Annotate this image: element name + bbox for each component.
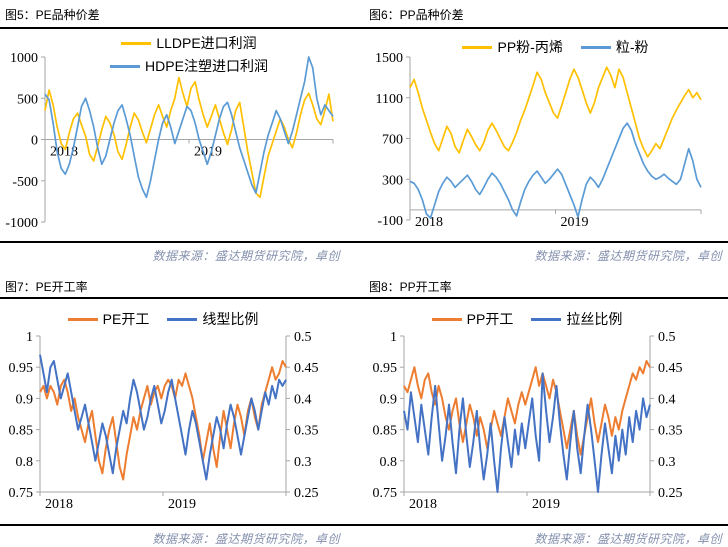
- data-source-caption: 数据来源：盛达期货研究院，卓创: [152, 532, 340, 546]
- series-line-拉丝比例: [403, 372, 651, 493]
- series-line-PP粉-丙烯: [409, 66, 702, 158]
- y-tick-label: 1500: [375, 51, 403, 66]
- series-line-线型比例: [39, 354, 287, 481]
- y-tick-label: 1: [26, 330, 33, 345]
- y-tick-label: 0.9: [16, 392, 34, 407]
- y-tick-label: 0.85: [9, 424, 34, 439]
- y-tick-label: 500: [17, 92, 38, 107]
- title-divider: [0, 27, 364, 29]
- y-tick-label: 1000: [10, 51, 38, 66]
- figure-pp-price-spread: 图6：PP品种价差 1500 1100 700 300 -100 2018 2019 PP粉-…: [364, 0, 728, 268]
- series-line-HDPE注塑进口利润: [44, 56, 334, 199]
- chart-divider: [364, 241, 728, 243]
- y-tick-label: 0: [31, 134, 38, 149]
- y-tick-label: 0.3: [294, 455, 312, 470]
- y-tick-label: 0.45: [658, 361, 683, 376]
- y-tick-label: 0.4: [294, 392, 312, 407]
- pe-price-spread-chart: 1000 500 0 -500 -1000 2018 2019 LLDPE进口利润 HDPE注塑…: [0, 29, 364, 241]
- y-tick-label: 700: [382, 133, 403, 148]
- pp-price-spread-chart: 1500 1100 700 300 -100 2018 2019 PP粉-丙烯 粒-粉: [364, 29, 728, 241]
- x-tick-label: 2019: [561, 215, 589, 230]
- y-tick-label: 0.5: [658, 330, 676, 345]
- y-tick-label: 0.95: [9, 361, 34, 376]
- y-tick-label: 0.5: [294, 330, 312, 345]
- y-tick-label: 0.25: [294, 486, 319, 501]
- figure-pe-price-spread: 图5：PE品种价差 1000 500 0 -500 -1000 2018 2019 LLDPE…: [0, 0, 364, 268]
- title-divider: [0, 297, 364, 299]
- y-tick-label: 0.8: [380, 455, 398, 470]
- y-tick-label: -1000: [5, 216, 38, 231]
- y-tick-label: 0.25: [658, 486, 683, 501]
- x-tick-label: 2019: [532, 497, 560, 512]
- series-line-LLDPE进口利润: [44, 76, 334, 199]
- chart-svg: 1500 1100 700 300 -100 2018 2019: [375, 51, 702, 230]
- chart-divider: [364, 524, 728, 526]
- y-tick-label: 0.8: [16, 455, 34, 470]
- y-tick-label: 0.4: [658, 392, 676, 407]
- title-divider: [364, 27, 728, 29]
- data-source-caption: 数据来源：盛达期货研究院，卓创: [152, 249, 340, 263]
- y-tick-label: 0.35: [294, 424, 319, 439]
- data-source-caption: 数据来源：盛达期货研究院，卓创: [534, 532, 722, 546]
- y-tick-label: 0.35: [658, 424, 683, 439]
- x-tick-label: 2018: [409, 497, 437, 512]
- pp-operating-rate-chart: 1 0.95 0.9 0.85 0.8 0.75 0.5 0.45 0.4 0.35 0.3 0.25…: [364, 299, 728, 524]
- y-tick-label: 0.75: [373, 486, 398, 501]
- y-tick-label: 0.9: [380, 392, 398, 407]
- y-tick-label: 0.45: [294, 361, 319, 376]
- y-tick-label: 1100: [376, 92, 403, 107]
- x-tick-label: 2018: [415, 215, 443, 230]
- y-tick-label: 0.85: [373, 424, 398, 439]
- title-divider: [364, 297, 728, 299]
- chart-divider: [0, 241, 364, 243]
- y-tick-label: 1: [390, 330, 397, 345]
- x-tick-label: 2019: [194, 145, 222, 160]
- chart-divider: [0, 524, 364, 526]
- chart-svg: 1 0.95 0.9 0.85 0.8 0.75 0.5 0.45 0.4 0.35 0.3 0.25…: [373, 330, 683, 512]
- figure-title: 图8：PP开工率: [369, 280, 452, 294]
- figure-title: 图7：PE开工率: [5, 280, 88, 294]
- x-tick-label: 2019: [168, 497, 196, 512]
- chart-svg: 1 0.95 0.9 0.85 0.8 0.75 0.5 0.45 0.4 0.35 0.3 0.25…: [9, 330, 319, 512]
- y-tick-label: 300: [382, 173, 403, 188]
- figure-pe-operating-rate: 图7：PE开工率 1 0.95 0.9 0.85 0.8 0.75 0.5 0.45 0.4 0.…: [0, 268, 364, 547]
- series-line-PP开工: [403, 360, 651, 456]
- data-source-caption: 数据来源：盛达期货研究院，卓创: [534, 249, 722, 263]
- x-tick-label: 2018: [45, 497, 73, 512]
- y-tick-label: 0.75: [9, 486, 34, 501]
- figure-title: 图5：PE品种价差: [5, 8, 100, 22]
- y-tick-label: -500: [12, 175, 38, 190]
- figure-title: 图6：PP品种价差: [369, 8, 464, 22]
- y-tick-label: 0.3: [658, 455, 676, 470]
- pe-operating-rate-chart: 1 0.95 0.9 0.85 0.8 0.75 0.5 0.45 0.4 0.35 0.3 0.25…: [0, 299, 364, 524]
- figure-pp-operating-rate: 图8：PP开工率 1 0.95 0.9 0.85 0.8 0.75 0.5 0.45 0.4 0.…: [364, 268, 728, 547]
- y-tick-label: -100: [377, 214, 403, 229]
- series-line-粒-粉: [409, 122, 702, 219]
- y-tick-label: 0.95: [373, 361, 398, 376]
